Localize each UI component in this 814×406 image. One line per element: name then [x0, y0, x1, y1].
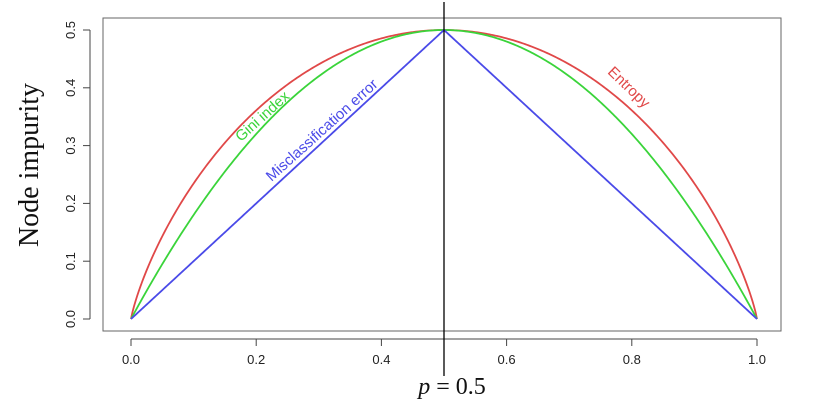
plot-frame — [102, 17, 782, 332]
p-value-text: = 0.5 — [430, 374, 486, 400]
x-tick-label: 0.6 — [498, 352, 516, 367]
x-tick-label: 0.0 — [122, 352, 140, 367]
p-symbol: p — [416, 374, 430, 400]
y-tick-label: 0.2 — [63, 194, 78, 212]
y-tick-label: 0.3 — [63, 137, 78, 155]
x-tick-label: 0.2 — [247, 352, 265, 367]
x-tick-label: 0.8 — [623, 352, 641, 367]
p-half-label: p = 0.5 — [416, 374, 486, 400]
x-tick-label: 1.0 — [748, 352, 766, 367]
y-tick-label: 0.5 — [63, 21, 78, 39]
y-tick-label: 0.0 — [63, 310, 78, 328]
x-tick-label: 0.4 — [372, 352, 390, 367]
gini-index-label: Gini index — [232, 88, 293, 146]
y-tick-label: 0.4 — [63, 79, 78, 97]
y-tick-label: 0.1 — [63, 252, 78, 270]
entropy-label: Entropy — [604, 63, 653, 111]
y-axis: 0.0 0.1 0.2 0.3 0.4 0.5 — [63, 21, 91, 328]
y-axis-label: Node impurity — [14, 83, 45, 247]
x-axis: 0.0 0.2 0.4 0.6 0.8 1.0 — [122, 338, 766, 367]
